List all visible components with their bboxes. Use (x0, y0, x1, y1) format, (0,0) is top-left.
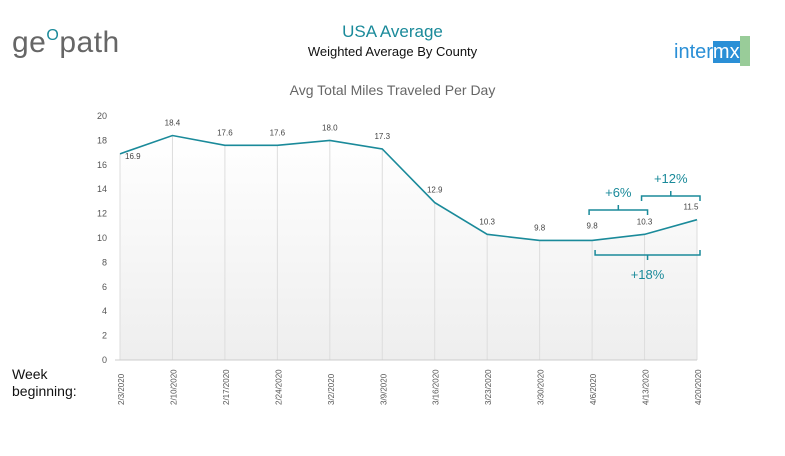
x-tick-label: 3/9/2020 (379, 373, 388, 405)
data-label: 9.8 (534, 223, 546, 232)
data-label: 12.9 (427, 186, 443, 195)
change-annotation: +12% (654, 171, 688, 186)
bracket (588, 205, 649, 215)
change-annotation: +18% (631, 267, 665, 282)
x-tick-label: 2/3/2020 (117, 373, 126, 405)
y-tick-label: 8 (102, 257, 107, 267)
data-label: 18.0 (322, 123, 338, 132)
series-line (119, 134, 698, 242)
bracket (640, 191, 701, 201)
x-tick-label: 3/23/2020 (484, 369, 493, 405)
data-label: 17.6 (270, 128, 286, 137)
x-tick-label: 3/2/2020 (327, 373, 336, 405)
data-label: 16.9 (125, 152, 141, 161)
geopath-logo: geOpath (12, 26, 120, 59)
y-tick-label: 20 (97, 111, 107, 121)
plot-area-fill (120, 135, 697, 360)
x-tick-label: 3/16/2020 (432, 369, 441, 405)
change-annotation: +6% (605, 185, 632, 200)
x-tick-label: 3/30/2020 (537, 369, 546, 405)
data-label: 9.8 (587, 221, 599, 230)
y-tick-label: 6 (102, 282, 107, 292)
y-tick-label: 12 (97, 209, 107, 219)
data-label: 18.4 (165, 119, 181, 128)
data-label: 17.3 (374, 132, 390, 141)
y-tick-label: 4 (102, 306, 107, 316)
y-tick-label: 10 (97, 233, 107, 243)
data-label: 11.5 (684, 203, 700, 212)
page-title: USA Average (342, 22, 443, 41)
x-tick-label: 4/13/2020 (642, 369, 651, 405)
bracket (594, 250, 701, 260)
y-tick-label: 14 (97, 184, 107, 194)
x-axis-caption: Week beginning: (12, 366, 77, 399)
x-tick-label: 2/10/2020 (169, 369, 178, 405)
x-tick-label: 2/24/2020 (274, 369, 283, 405)
x-tick-label: 4/6/2020 (589, 373, 598, 405)
y-tick-label: 16 (97, 160, 107, 170)
y-tick-label: 2 (102, 331, 107, 341)
intermx-logo: intermx (674, 36, 750, 66)
page-subtitle: Weighted Average By County (307, 44, 478, 59)
data-label: 10.3 (637, 217, 653, 226)
data-label: 17.6 (217, 128, 233, 137)
chart-title: Avg Total Miles Traveled Per Day (289, 82, 496, 98)
y-tick-label: 0 (102, 355, 107, 365)
x-tick-label: 2/17/2020 (222, 369, 231, 405)
x-tick-label: 4/20/2020 (694, 369, 703, 405)
data-label: 10.3 (479, 217, 495, 226)
y-tick-label: 18 (97, 135, 107, 145)
